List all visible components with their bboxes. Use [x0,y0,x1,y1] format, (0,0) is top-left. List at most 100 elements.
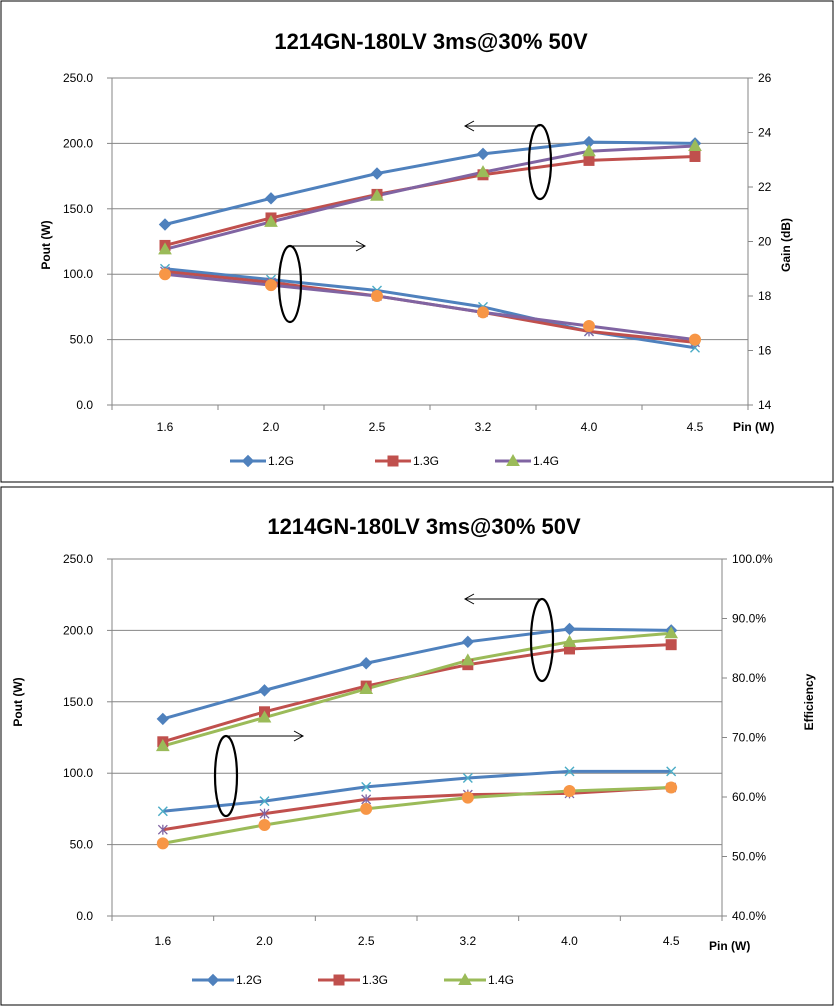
x-tick-label: 2.0 [263,420,280,434]
data-point [562,634,577,647]
y-tick-label: 200.0 [63,623,93,637]
efficiency-chart-left-arrowhead [463,593,475,605]
data-point [689,333,701,346]
data-point [370,188,384,201]
data-point [158,218,172,231]
data-point [159,268,171,281]
x-tick-label: 4.0 [561,934,578,948]
gain-chart-x-axis-title: Pin (W) [733,420,774,434]
x-tick-label: 4.0 [581,420,598,434]
y2-tick-label: 14 [758,398,772,412]
gain-chart-y2-axis-title: Gain (dB) [779,218,793,272]
data-point [264,192,278,205]
data-point [359,657,373,670]
efficiency-chart-frame [0,486,834,1006]
data-point [361,794,372,805]
y2-tick-label: 24 [758,126,772,140]
legend-entry-label: 1.2G [268,454,294,468]
gain-chart-right-arrowhead [355,240,367,252]
y-tick-label: 150.0 [63,695,93,709]
y-tick-label: 100.0 [63,267,93,281]
legend-entry-label: 1.3G [362,973,388,987]
series-line [164,144,696,251]
data-point [476,165,490,178]
efficiency-chart-right-arrowhead [293,730,305,742]
series-line [162,785,672,832]
y-tick-label: 50.0 [70,838,94,852]
data-point [664,626,679,639]
data-point [371,290,383,302]
x-tick-label: 2.5 [358,934,375,948]
data-point [665,781,678,794]
legend-swatch-marker [387,455,399,467]
y2-tick-label: 40.0% [732,909,766,923]
x-tick-label: 2.0 [256,934,273,948]
data-point [361,781,372,792]
data-point [461,635,475,649]
y-tick-label: 150.0 [63,202,93,216]
data-point [476,147,490,161]
efficiency-chart: 1214GN-180LV 3ms@30% 50V 0.0 50.0 100.0 150… [0,486,834,1006]
gain-chart: 1214GN-180LV 3ms@30% 50V 0.0 50.0 100.0 150… [0,0,834,483]
legend-entry-label: 1.4G [488,973,514,987]
legend-swatch-marker [333,974,345,986]
legend-entry-label: 1.2G [236,973,262,987]
gain-chart-left-arrowhead [463,120,475,132]
data-point [583,154,595,166]
gain-chart-title: 1214GN-180LV 3ms@30% 50V [274,29,588,54]
series-line [164,272,696,342]
data-point [259,808,270,819]
y2-tick-label: 90.0% [732,612,766,626]
data-point [370,167,384,180]
y2-tick-label: 80.0% [732,671,766,685]
data-point [460,653,475,666]
x-tick-label: 1.6 [157,420,174,434]
gain-chart-annotations [277,120,553,324]
y2-tick-label: 20 [758,235,772,249]
data-point [258,818,271,831]
legend-swatch-marker [506,453,520,466]
y-tick-label: 0.0 [76,909,93,923]
efficiency-chart-y-axis-title: Pout (W) [11,677,25,726]
efficiency-chart-series [155,622,679,850]
data-point [666,766,677,777]
efficiency-chart-title: 1214GN-180LV 3ms@30% 50V [267,514,581,539]
legend-swatch-marker [206,973,220,987]
y2-tick-label: 18 [758,289,772,303]
series-line [162,631,672,748]
gain-chart-y2-ticks: 14 16 18 20 22 24 26 [758,71,772,412]
data-point [462,772,473,783]
y2-tick-label: 22 [758,180,772,194]
gain-chart-x-ticks: 1.6 2.0 2.5 3.2 4.0 4.5 [157,420,704,434]
efficiency-chart-y2-axis-title: Efficiency [802,673,816,730]
x-tick-label: 2.5 [369,420,386,434]
efficiency-chart-annotations [213,593,555,818]
y-tick-label: 50.0 [70,333,94,347]
gain-chart-axes [107,77,753,410]
data-point [477,306,489,319]
data-point [689,150,701,162]
data-point [359,681,374,694]
data-point [461,791,474,804]
data-point [157,824,168,835]
y2-tick-label: 60.0% [732,790,766,804]
data-point [158,242,172,255]
data-point [156,712,170,726]
series-line [162,785,672,845]
y-tick-label: 100.0 [63,766,93,780]
efficiency-chart-x-ticks: 1.6 2.0 2.5 3.2 4.0 4.5 [154,934,679,948]
data-point [156,837,169,850]
y2-tick-label: 100.0% [732,552,773,566]
x-tick-label: 4.5 [687,420,704,434]
data-point [360,802,373,815]
y2-tick-label: 70.0% [732,731,766,745]
data-point [665,639,677,651]
series-line [164,140,696,226]
x-tick-label: 4.5 [663,934,680,948]
y-tick-label: 250.0 [63,552,93,566]
data-point [264,214,278,227]
y-tick-label: 250.0 [63,71,93,85]
data-point [155,739,170,752]
data-point [563,785,576,798]
y-tick-label: 0.0 [76,398,93,412]
